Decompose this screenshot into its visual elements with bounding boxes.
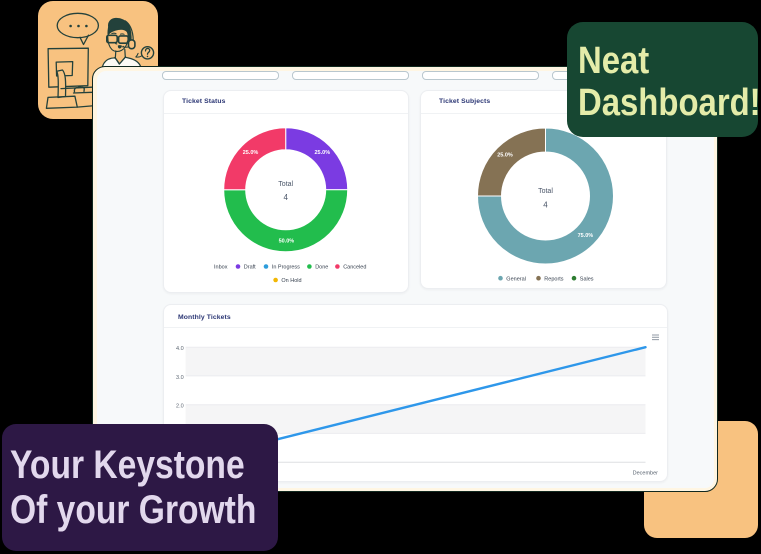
svg-text:4: 4	[543, 201, 548, 210]
svg-text:4.0: 4.0	[176, 346, 184, 352]
svg-text:General: General	[506, 276, 526, 282]
svg-text:Done: Done	[315, 265, 328, 271]
svg-text:Draft: Draft	[244, 265, 256, 271]
svg-text:2.0: 2.0	[176, 404, 184, 410]
svg-text:3.0: 3.0	[176, 375, 184, 381]
svg-text:75.0%: 75.0%	[578, 233, 594, 239]
svg-text:Total: Total	[538, 188, 553, 195]
svg-text:Sales: Sales	[580, 276, 594, 282]
svg-text:December: December	[633, 470, 659, 476]
svg-text:Canceled: Canceled	[343, 265, 366, 271]
svg-text:50.0%: 50.0%	[279, 239, 295, 245]
svg-text:On Hold: On Hold	[281, 278, 301, 284]
svg-text:Inbox: Inbox	[214, 265, 228, 271]
svg-text:25.0%: 25.0%	[497, 153, 513, 159]
svg-text:25.0%: 25.0%	[314, 150, 330, 156]
svg-text:In Progress: In Progress	[272, 265, 300, 271]
svg-text:Total: Total	[278, 181, 293, 188]
svg-text:25.0%: 25.0%	[243, 150, 259, 156]
svg-text:Reports: Reports	[544, 276, 564, 282]
svg-text:4: 4	[283, 193, 288, 202]
